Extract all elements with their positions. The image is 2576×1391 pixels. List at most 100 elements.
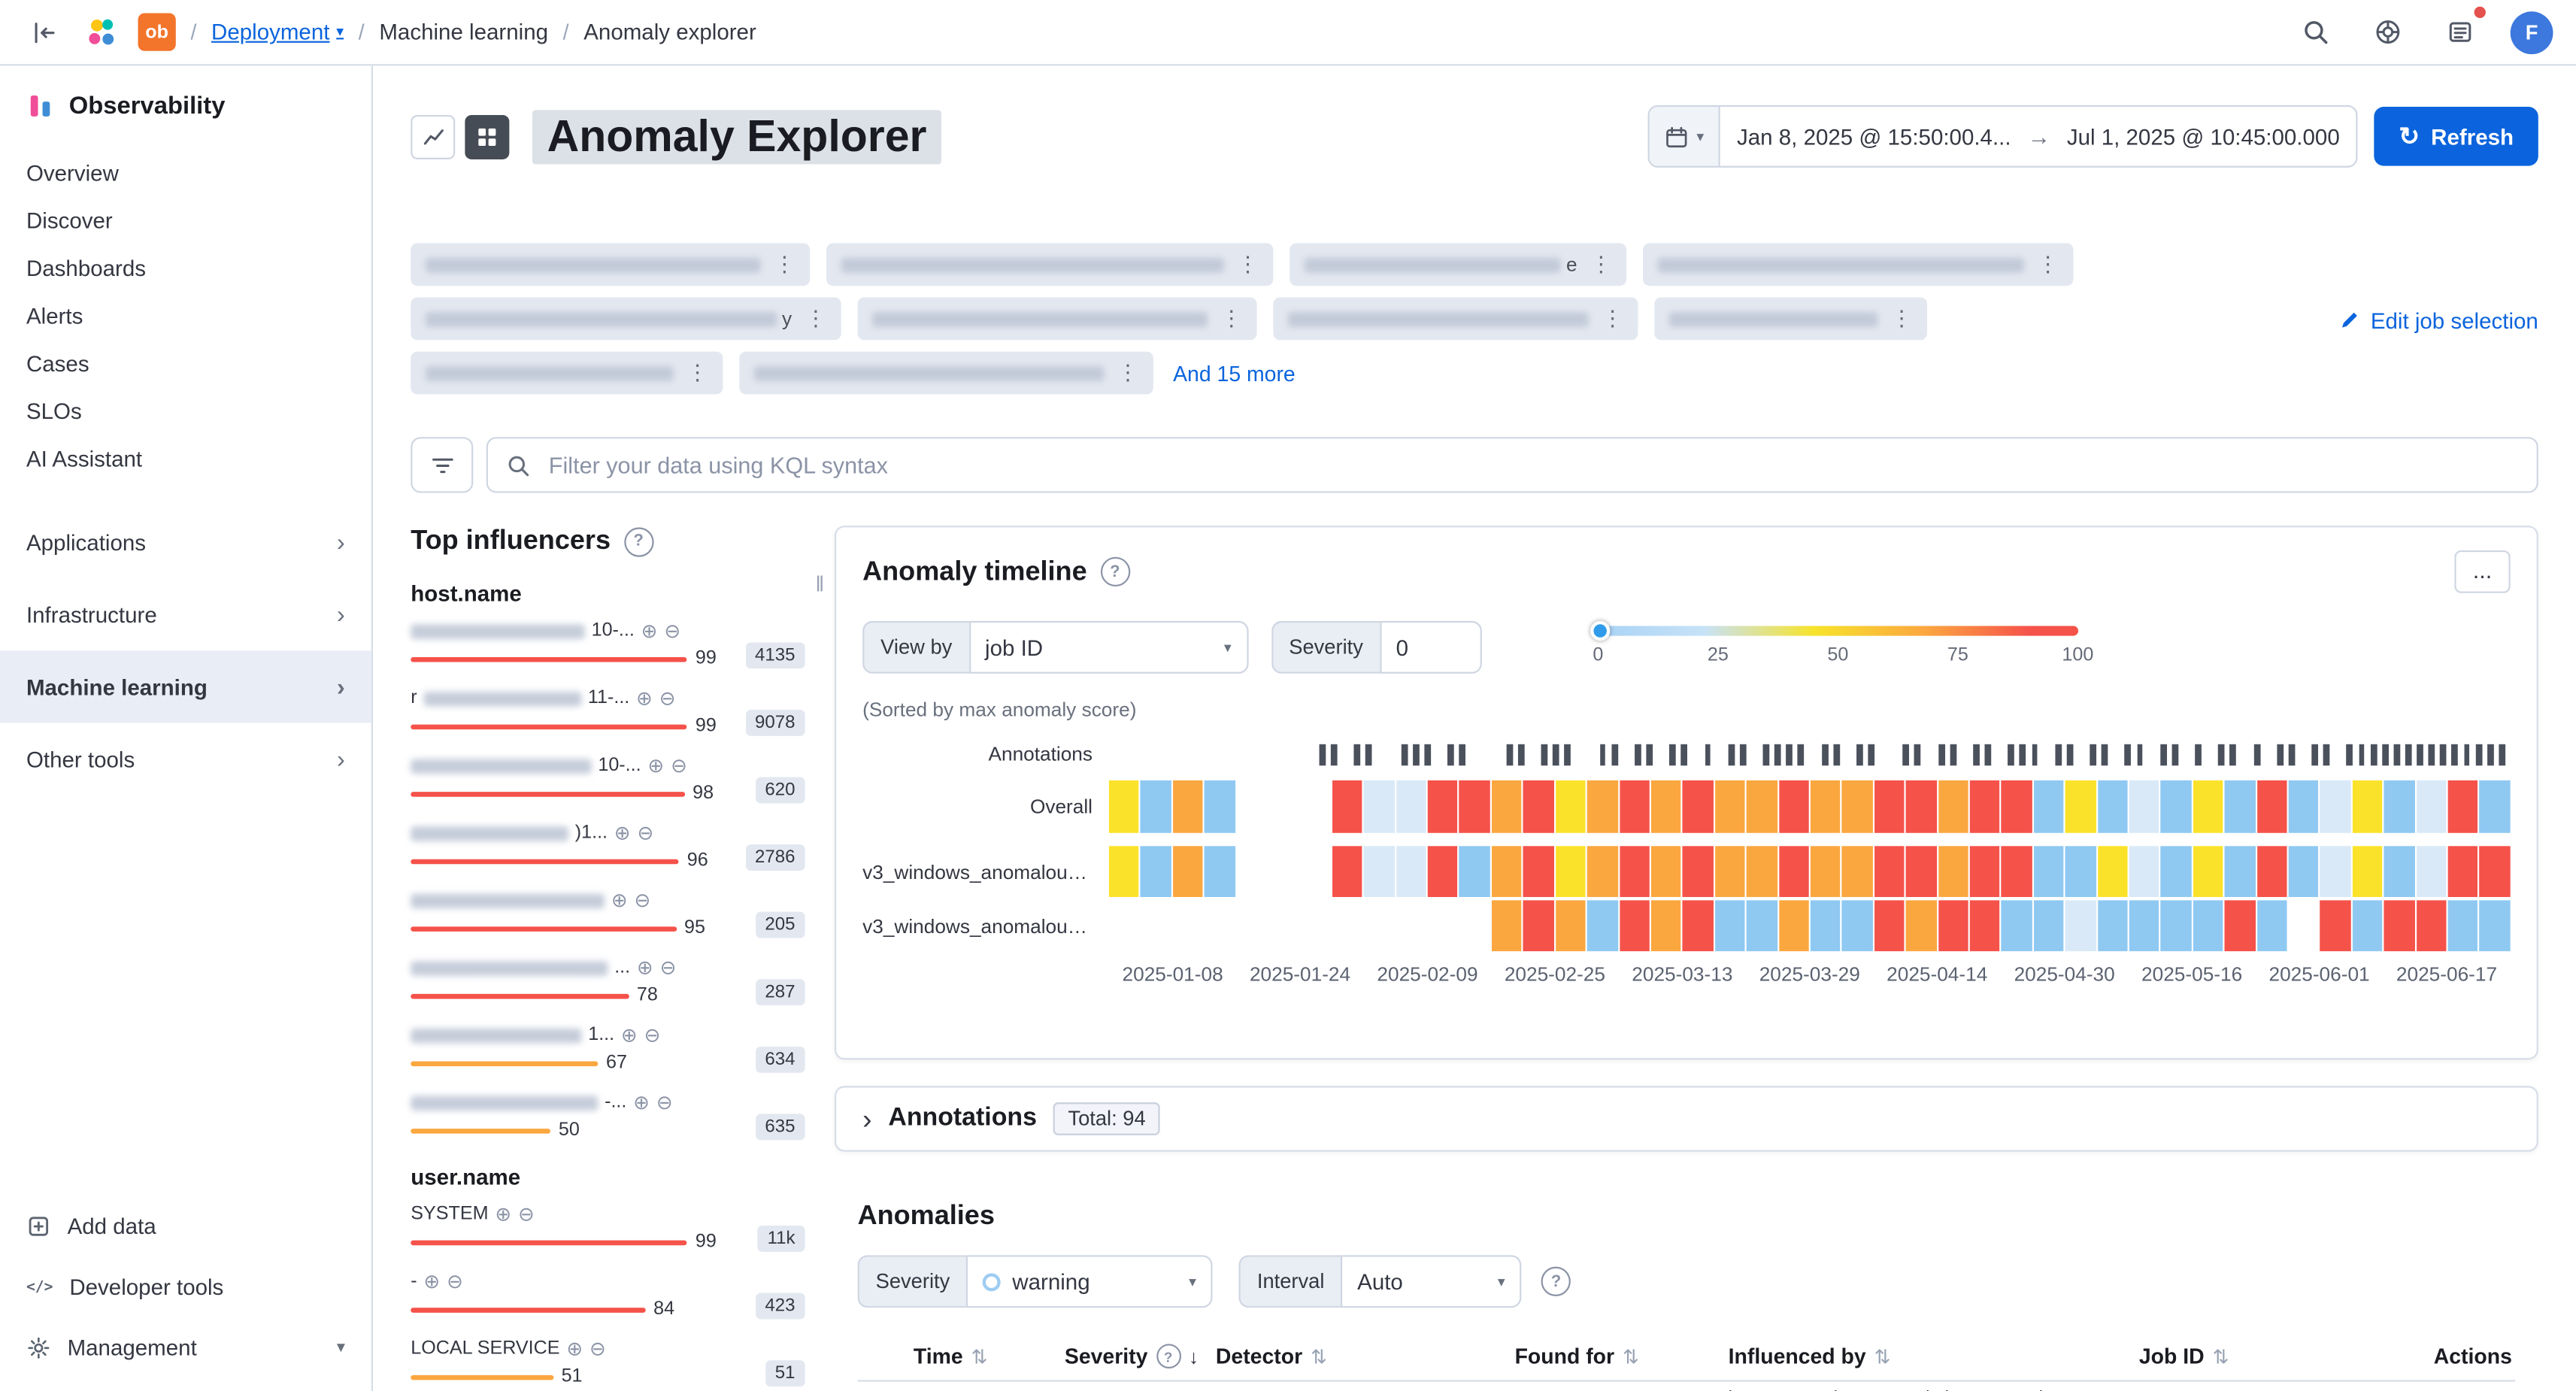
job-chip[interactable]: ⋮ bbox=[1273, 297, 1638, 341]
annotation-tick[interactable] bbox=[1938, 743, 1945, 765]
swimlane-cell[interactable] bbox=[2320, 900, 2351, 952]
swimlane-cell[interactable] bbox=[2384, 780, 2415, 833]
swimlane-cell[interactable] bbox=[1108, 846, 1140, 898]
info-icon[interactable]: ? bbox=[623, 526, 653, 556]
swimlane-cell[interactable] bbox=[1491, 780, 1522, 833]
annotation-tick[interactable] bbox=[1447, 743, 1454, 765]
swimlane-cell[interactable] bbox=[2288, 780, 2319, 833]
swimlane-cell[interactable] bbox=[2352, 846, 2383, 898]
annotation-tick[interactable] bbox=[2031, 743, 2038, 765]
chevron-right-icon[interactable]: › bbox=[862, 1103, 872, 1135]
annotation-tick[interactable] bbox=[1401, 743, 1408, 765]
swimlane-cell[interactable] bbox=[1746, 900, 1777, 952]
swimlane-cell[interactable] bbox=[1810, 846, 1841, 898]
filter-out-value-icon[interactable]: ⊖ bbox=[664, 619, 681, 643]
annotation-tick[interactable] bbox=[1984, 743, 1992, 765]
filter-for-value-icon[interactable]: ⊕ bbox=[636, 956, 653, 980]
swimlane-cell[interactable] bbox=[1905, 846, 1937, 898]
single-metric-viewer-button[interactable] bbox=[411, 114, 456, 159]
filter-out-value-icon[interactable]: ⊖ bbox=[656, 1090, 673, 1114]
swimlane-cell[interactable] bbox=[1842, 780, 1873, 833]
annotation-tick[interactable] bbox=[1856, 743, 1863, 765]
end-date-button[interactable]: Jul 1, 2025 @ 10:45:00.000 bbox=[2050, 107, 2356, 166]
annotation-tick[interactable] bbox=[2253, 743, 2260, 765]
swimlane-cell[interactable] bbox=[2002, 780, 2032, 833]
swimlane-cell[interactable] bbox=[2002, 900, 2032, 952]
swimlane-cell[interactable] bbox=[1683, 780, 1714, 833]
annotation-tick[interactable] bbox=[2195, 743, 2202, 765]
swimlane-cell[interactable] bbox=[2033, 780, 2064, 833]
swimlane-cell[interactable] bbox=[2480, 846, 2511, 898]
swimlane-cell[interactable] bbox=[1300, 900, 1330, 951]
edit-job-selection-link[interactable]: Edit job selection bbox=[2338, 309, 2538, 395]
annotation-tick[interactable] bbox=[2218, 743, 2225, 765]
swimlane-cell[interactable] bbox=[1172, 780, 1203, 833]
anomaly-explorer-button[interactable] bbox=[465, 114, 510, 159]
job-chip[interactable]: ⋮ bbox=[857, 297, 1257, 341]
project-badge[interactable]: ob bbox=[138, 13, 176, 51]
annotation-tick[interactable] bbox=[1611, 743, 1618, 765]
swimlane-cell[interactable] bbox=[1714, 780, 1745, 833]
sidebar-item-developer-tools[interactable]: </> Developer tools bbox=[26, 1274, 224, 1300]
annotation-tick[interactable] bbox=[2417, 743, 2423, 765]
anomalies-severity-select[interactable]: warning ▾ bbox=[966, 1255, 1213, 1308]
column-header-found-for[interactable]: Found for ⇅ bbox=[1514, 1344, 1640, 1369]
column-header-detector[interactable]: Detector ⇅ bbox=[1215, 1344, 1328, 1369]
filter-for-value-icon[interactable]: ⊕ bbox=[636, 686, 653, 710]
severity-slider-handle[interactable] bbox=[1590, 620, 1610, 641]
swimlane-cell[interactable] bbox=[1619, 780, 1650, 833]
swimlane-cell[interactable] bbox=[2129, 846, 2159, 898]
annotation-tick[interactable] bbox=[1354, 743, 1361, 765]
annotation-tick[interactable] bbox=[1634, 743, 1641, 765]
timeline-options-button[interactable]: ... bbox=[2454, 550, 2511, 593]
swimlane-cell[interactable] bbox=[1938, 780, 1968, 833]
annotation-tick[interactable] bbox=[1330, 743, 1338, 765]
swimlane-cell[interactable] bbox=[2480, 780, 2511, 833]
swimlane-cell[interactable] bbox=[2447, 900, 2479, 952]
annotation-tick[interactable] bbox=[2136, 743, 2144, 765]
annotation-tick[interactable] bbox=[1868, 743, 1874, 765]
swimlane-cell[interactable] bbox=[1268, 900, 1299, 951]
annotation-tick[interactable] bbox=[1832, 743, 1840, 765]
chip-menu-icon[interactable]: ⋮ bbox=[1602, 305, 1623, 331]
annotation-tick[interactable] bbox=[2381, 743, 2389, 765]
annotation-tick[interactable] bbox=[1728, 743, 1735, 765]
job-chip[interactable]: ⋮ bbox=[411, 351, 723, 395]
annotation-tick[interactable] bbox=[1412, 743, 1420, 765]
annotation-tick[interactable] bbox=[1762, 743, 1770, 765]
swimlane-cell[interactable] bbox=[1778, 780, 1809, 833]
sidebar-item-slos[interactable]: SLOs bbox=[26, 399, 82, 424]
annotation-tick[interactable] bbox=[2277, 743, 2284, 765]
search-icon[interactable] bbox=[2293, 11, 2336, 53]
sidebar-item-management[interactable]: Management ▾ bbox=[0, 1317, 371, 1378]
swimlane-cell[interactable] bbox=[1268, 780, 1299, 833]
annotation-tick[interactable] bbox=[2090, 743, 2097, 765]
sidebar-item-cases[interactable]: Cases bbox=[26, 351, 89, 377]
annotation-tick[interactable] bbox=[2008, 743, 2015, 765]
swimlane-cell[interactable] bbox=[1300, 780, 1330, 833]
annotation-tick[interactable] bbox=[2066, 743, 2073, 765]
annotation-tick[interactable] bbox=[1786, 743, 1793, 765]
swimlane-cell[interactable] bbox=[1842, 900, 1873, 952]
swimlane-cell[interactable] bbox=[1205, 780, 1235, 833]
swimlane-cell[interactable] bbox=[1427, 846, 1459, 898]
swimlane-cell[interactable] bbox=[2033, 900, 2064, 952]
job-chip[interactable]: e ⋮ bbox=[1290, 243, 1627, 286]
swimlane-cell[interactable] bbox=[2161, 900, 2192, 952]
filter-for-value-icon[interactable]: ⊕ bbox=[647, 753, 665, 777]
swimlane-cell[interactable] bbox=[1555, 780, 1586, 833]
swimlane-cell[interactable] bbox=[1683, 900, 1714, 952]
anomalies-table-row[interactable]: host.name: release-oss-windows-2019-ohtc… bbox=[858, 1382, 2516, 1391]
swimlane-cell[interactable] bbox=[2416, 780, 2447, 833]
annotation-tick[interactable] bbox=[1680, 743, 1688, 765]
filter-for-value-icon[interactable]: ⊕ bbox=[423, 1270, 441, 1293]
annotation-tick[interactable] bbox=[2171, 743, 2178, 765]
swimlane-cell[interactable] bbox=[1364, 900, 1394, 951]
job-chip[interactable]: ⋮ bbox=[739, 351, 1153, 395]
swimlane-cell[interactable] bbox=[2384, 900, 2415, 952]
swimlane-cell[interactable] bbox=[1714, 846, 1745, 898]
swimlane-cell[interactable] bbox=[1969, 780, 2000, 833]
swimlane-cell[interactable] bbox=[1938, 900, 1968, 952]
swimlane-cell[interactable] bbox=[1108, 780, 1140, 833]
annotation-tick[interactable] bbox=[2393, 743, 2400, 765]
